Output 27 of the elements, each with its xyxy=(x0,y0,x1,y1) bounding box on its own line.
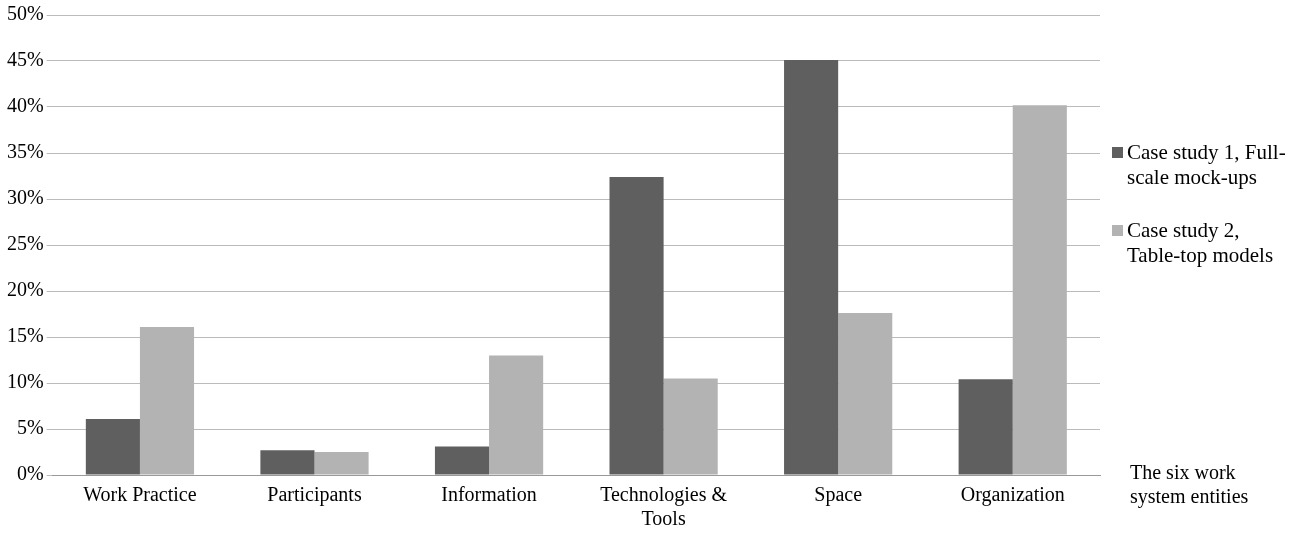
x-tick-label: Organization xyxy=(960,483,1065,507)
x-tick-label: Space xyxy=(814,483,863,507)
x-tick-label: Participants xyxy=(267,483,362,507)
y-tick-label: 25% xyxy=(6,232,44,255)
y-tick-label: 5% xyxy=(16,416,44,439)
bar xyxy=(314,452,369,475)
bar xyxy=(260,450,315,475)
y-tick-label: 50% xyxy=(6,2,44,25)
bar xyxy=(434,446,490,475)
y-tick-label: 0% xyxy=(16,462,44,485)
legend-label: Case study 1, Full-scale mock-ups xyxy=(1127,140,1287,190)
y-tick-label: 15% xyxy=(6,324,44,347)
bar xyxy=(784,60,839,475)
bar xyxy=(958,379,1013,475)
y-tick-label: 30% xyxy=(6,186,44,209)
y-tick-label: 10% xyxy=(6,370,44,393)
bar xyxy=(85,418,140,475)
x-tick-label: Technologies & Tools xyxy=(600,483,728,530)
y-tick-label: 35% xyxy=(6,140,44,163)
y-tick-label: 40% xyxy=(6,94,44,117)
bar xyxy=(609,176,664,475)
x-tick-label: Work Practice xyxy=(83,483,197,506)
x-tick-label: Information xyxy=(441,483,537,506)
x-axis-title: The six work system entities xyxy=(1130,460,1250,508)
y-tick-label: 45% xyxy=(6,48,44,71)
legend-label: Case study 2, Table-top models xyxy=(1127,218,1275,268)
y-tick-label: 20% xyxy=(6,278,44,301)
